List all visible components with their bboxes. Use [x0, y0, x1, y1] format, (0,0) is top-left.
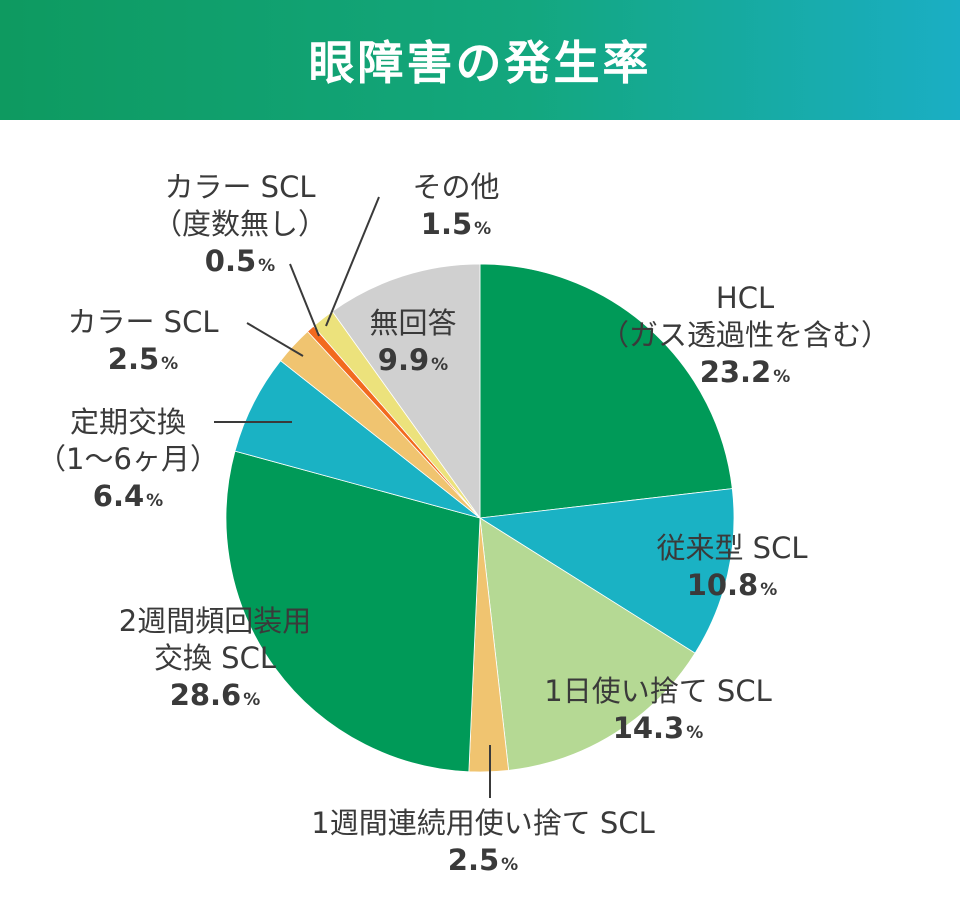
- slice-value-conv_scl: 10.8%: [687, 568, 778, 602]
- title-banner: 眼障害の発生率: [0, 0, 960, 120]
- slice-label-daily_scl-0: 1日使い捨て SCL: [544, 674, 771, 708]
- pie-slice-no_answer: [331, 263, 481, 520]
- pie-slice-hcl: [479, 263, 733, 519]
- slice-value-color_scl: 2.5%: [108, 342, 178, 376]
- slice-label-two_week_scl-1: 交換 SCL: [154, 641, 276, 675]
- slice-label-no_answer-0: 無回答: [369, 306, 456, 340]
- pie-slices: [225, 263, 735, 773]
- slice-label-periodic-1: （1〜6ヶ月）: [37, 442, 219, 476]
- pie-slice-daily_scl: [479, 517, 696, 771]
- slice-value-color_scl_nodeg: 0.5%: [205, 244, 275, 278]
- pie-slice-two_week_scl: [225, 450, 481, 773]
- slice-value-other: 1.5%: [421, 207, 491, 241]
- leader-line-color_scl: [246, 322, 304, 357]
- slice-value-daily_scl: 14.3%: [613, 711, 704, 745]
- pie-slice-conv_scl: [478, 488, 735, 654]
- slice-label-color_scl_nodeg-1: （度数無し）: [153, 207, 327, 241]
- slice-value-weekly_scl: 2.5%: [448, 843, 518, 877]
- slice-label-two_week_scl-0: 2週間頻回装用: [119, 604, 311, 638]
- slice-label-color_scl-0: カラー SCL: [67, 305, 218, 339]
- slice-label-hcl-1: （ガス透過性を含む）: [600, 318, 890, 352]
- slice-label-other-0: その他: [412, 170, 499, 204]
- slice-label-periodic-0: 定期交換: [70, 405, 186, 439]
- slice-label-hcl-0: HCL: [716, 281, 774, 315]
- slice-value-hcl: 23.2%: [700, 355, 791, 389]
- slice-value-two_week_scl: 28.6%: [170, 678, 261, 712]
- slice-label-conv_scl-0: 従来型 SCL: [656, 531, 807, 565]
- leader-line-color_scl_nodeg: [289, 263, 320, 337]
- chart-title: 眼障害の発生率: [308, 36, 652, 90]
- slice-label-weekly_scl-0: 1週間連続用使い捨て SCL: [311, 806, 654, 840]
- leader-line-other: [325, 196, 380, 327]
- slice-label-color_scl_nodeg-0: カラー SCL: [164, 170, 315, 204]
- slice-value-periodic: 6.4%: [93, 479, 163, 513]
- slice-value-no_answer: 9.9%: [378, 343, 448, 377]
